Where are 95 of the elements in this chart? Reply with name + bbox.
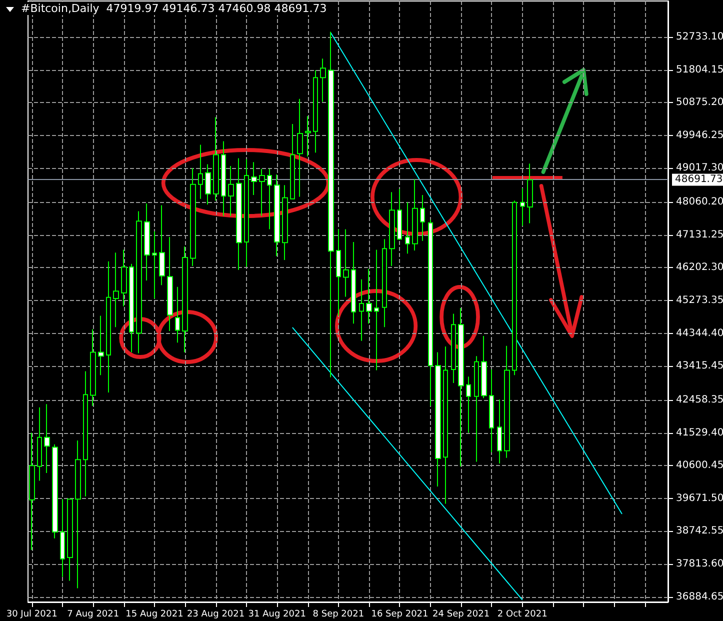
y-tick-label: 43415.45 (676, 360, 723, 372)
y-tick-label: 49017.30 (676, 162, 723, 174)
candlestick (228, 166, 234, 216)
x-tick-label: 8 Sep 2021 (312, 610, 364, 620)
candlestick (366, 268, 372, 324)
y-tick-label: 51804.15 (676, 64, 723, 76)
candlestick (213, 116, 219, 202)
candlestick (98, 315, 104, 376)
candlestick (60, 498, 65, 578)
candlestick (297, 98, 303, 198)
y-tick-label: 36884.65 (676, 591, 723, 602)
candlestick (374, 249, 379, 371)
candlestick (420, 194, 425, 242)
candlestick (198, 144, 203, 200)
x-tick-label: 7 Aug 2021 (67, 610, 120, 620)
candlestick (466, 376, 471, 434)
candlestick (44, 404, 50, 474)
candlestick (282, 184, 288, 260)
candlestick (313, 70, 318, 154)
candlestick (75, 440, 81, 589)
candlestick (90, 328, 96, 406)
candlestick (443, 346, 448, 504)
candlestick (236, 158, 242, 270)
chart-title: #Bitcoin,Daily 47919.97 49146.73 47460.98 48691.73 (21, 2, 327, 15)
y-tick-label: 41529.40 (676, 427, 723, 438)
candlestick (29, 432, 35, 551)
x-tick-label: 30 Jul 2021 (6, 610, 58, 620)
candlestick (144, 202, 150, 281)
y-tick-label: 50875.20 (676, 97, 723, 108)
candlestick (106, 260, 111, 393)
ref-line-label: 48691.73 (675, 174, 723, 186)
candlestick (428, 219, 433, 406)
x-tick-label: 2 Oct 2021 (497, 610, 548, 620)
candlestick (221, 140, 226, 216)
candlestick (182, 246, 188, 353)
y-tick-label: 40600.45 (676, 460, 723, 472)
y-tick-label: 48060.20 (676, 196, 723, 208)
candlestick (412, 178, 418, 251)
y-tick-label: 44344.40 (676, 328, 723, 339)
candlestick (121, 249, 127, 307)
candlestick (435, 352, 441, 487)
candlestick (351, 241, 356, 324)
candlestick (405, 202, 410, 254)
candlestick (37, 406, 42, 482)
y-tick-label: 49946.25 (676, 130, 723, 141)
y-tick-label: 38742.55 (676, 526, 723, 537)
x-tick-label: 23 Aug 2021 (186, 610, 245, 620)
candlestick (290, 123, 295, 200)
candlestick (397, 188, 402, 240)
candlestick (267, 168, 272, 230)
candlestick (259, 168, 265, 216)
candlestick (382, 238, 387, 328)
candlestick (67, 498, 73, 582)
candlestick (129, 263, 134, 353)
candlestick (451, 313, 456, 384)
candlestick (83, 370, 88, 497)
candlestick (152, 230, 157, 299)
x-tick-label: 15 Aug 2021 (126, 610, 184, 620)
y-tick-label: 47131.25 (676, 229, 723, 240)
candlestick (520, 188, 525, 226)
candlestick (343, 228, 349, 298)
x-tick-label: 24 Sep 2021 (432, 610, 490, 620)
candlestick (328, 31, 334, 378)
candlestick (527, 163, 533, 224)
y-tick-label: 46202.30 (676, 262, 723, 274)
candlestick (336, 228, 341, 316)
y-tick-label: 52733.10 (676, 31, 723, 42)
candlestick (474, 356, 479, 462)
y-tick-label: 39671.50 (676, 492, 723, 504)
candlestick (389, 192, 395, 266)
x-tick-label: 16 Sep 2021 (371, 610, 428, 620)
candlestick (359, 278, 364, 342)
candlestick (175, 286, 180, 344)
candlestick (113, 252, 119, 328)
x-tick-label: 31 Aug 2021 (248, 610, 306, 620)
candlestick (159, 204, 165, 286)
candlestick (136, 210, 142, 354)
candlestick (52, 444, 58, 539)
candlestick (497, 399, 502, 464)
candlestick (320, 58, 326, 102)
y-tick-label: 45273.35 (676, 295, 723, 306)
candlestick (244, 158, 249, 268)
candlestick (458, 308, 464, 467)
candlestick (167, 236, 173, 332)
y-tick-label: 37813.60 (676, 558, 723, 570)
candlestick (205, 164, 211, 206)
candlestick (489, 369, 494, 453)
candlestick (481, 335, 487, 399)
candlestick (512, 200, 517, 376)
candlestick (251, 162, 257, 196)
candlestick (274, 174, 280, 257)
candlestick (190, 168, 196, 266)
candlestick (504, 345, 510, 458)
y-tick-label: 42458.35 (676, 394, 723, 406)
candlestick (305, 116, 311, 157)
